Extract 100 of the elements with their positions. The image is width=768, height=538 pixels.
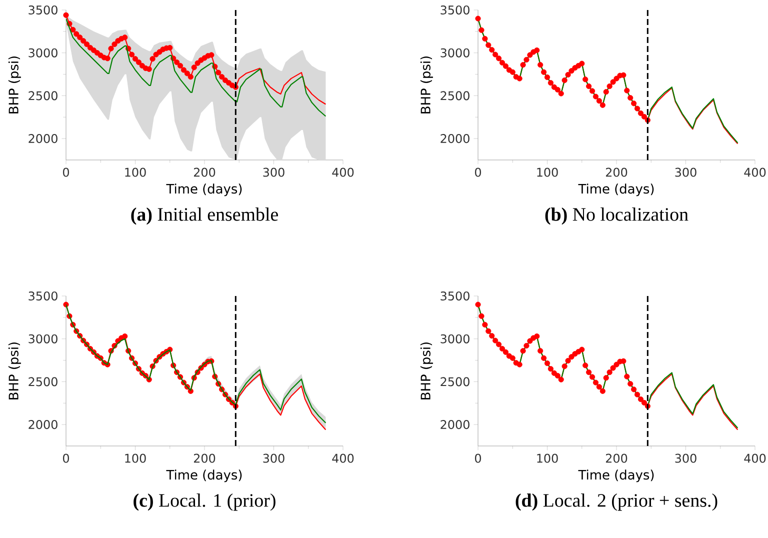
point (180, 67, 187, 73)
point (174, 59, 180, 66)
y-tick-label: 2500 (440, 91, 470, 100)
point (586, 369, 592, 376)
point (208, 52, 214, 58)
point (150, 56, 156, 62)
text: (b) No localization (545, 208, 688, 225)
point (610, 365, 616, 371)
point (63, 12, 69, 18)
x-tick-label: 400 (744, 168, 766, 177)
point (548, 80, 554, 86)
point (516, 362, 522, 368)
point (136, 59, 142, 66)
point (579, 346, 585, 352)
x-tick-label: 0 (474, 454, 482, 463)
point (554, 86, 560, 92)
point (486, 328, 492, 334)
point (177, 62, 184, 68)
point (568, 68, 574, 74)
point (592, 380, 599, 386)
point (565, 72, 571, 78)
point (74, 31, 80, 37)
point (216, 70, 222, 76)
point (558, 90, 564, 96)
point (499, 346, 506, 352)
point (603, 375, 609, 381)
point (614, 76, 620, 82)
x-tick-label: 100 (125, 454, 146, 463)
x-tick-label: 0 (62, 168, 70, 177)
y-tick-label: 2000 (28, 420, 58, 430)
point (628, 381, 634, 387)
point (84, 41, 90, 48)
x-tick-label: 200 (606, 454, 628, 463)
y-tick-label: 2000 (440, 420, 470, 430)
point (167, 44, 173, 50)
x-axis-title: Time (days) (166, 470, 242, 482)
x-tick-label: 400 (332, 454, 354, 463)
point (489, 333, 495, 339)
y-axis-title: BHP (psi) (8, 56, 21, 114)
text: (a) Initial ensemble (131, 208, 278, 225)
point (70, 26, 76, 32)
point (482, 322, 488, 328)
point (620, 358, 626, 364)
y-tick-label: 3500 (440, 291, 470, 301)
x-tick-label: 300 (675, 168, 696, 177)
point (596, 384, 602, 390)
y-tick-label: 3000 (440, 48, 470, 58)
point (520, 348, 526, 354)
point (104, 56, 110, 62)
point (527, 338, 533, 344)
point (565, 358, 571, 364)
point (540, 355, 547, 361)
point (496, 56, 502, 62)
point (538, 348, 544, 354)
point (520, 62, 526, 68)
y-axis-title: BHP (psi) (420, 342, 433, 400)
x-tick-label: 100 (537, 168, 558, 177)
y-tick-label: 2000 (28, 134, 58, 144)
point (128, 52, 135, 58)
x-axis-title: Time (days) (166, 184, 242, 196)
point (614, 362, 620, 368)
point (544, 360, 550, 366)
point (496, 342, 502, 348)
point (516, 76, 522, 82)
point (600, 388, 606, 394)
point (638, 110, 644, 116)
point (634, 106, 640, 112)
point (132, 56, 138, 62)
x-axis-title: Time (days) (578, 184, 654, 196)
x-tick-label: 0 (474, 168, 482, 177)
point (540, 69, 547, 75)
point (108, 46, 114, 52)
x-tick-label: 300 (675, 454, 696, 463)
point (620, 72, 626, 78)
y-tick-label: 2000 (440, 134, 470, 144)
x-tick-label: 300 (263, 168, 284, 177)
point (510, 355, 516, 361)
point (589, 88, 596, 94)
x-axis-title: Time (days) (578, 470, 654, 482)
point (631, 100, 637, 106)
point (77, 34, 83, 40)
point (534, 47, 540, 54)
point (112, 41, 118, 48)
point (554, 372, 560, 378)
point (492, 52, 498, 58)
x-tick-label: 200 (194, 168, 216, 177)
point (548, 366, 554, 372)
point (562, 77, 568, 84)
point (122, 333, 128, 340)
point (510, 69, 516, 75)
point (478, 27, 484, 33)
point (499, 60, 506, 66)
point (624, 88, 630, 94)
point (80, 38, 86, 44)
point (194, 60, 200, 66)
point (502, 63, 509, 69)
point (631, 386, 637, 392)
point (586, 83, 592, 90)
y-tick-label: 3500 (28, 291, 58, 301)
point (641, 114, 648, 120)
